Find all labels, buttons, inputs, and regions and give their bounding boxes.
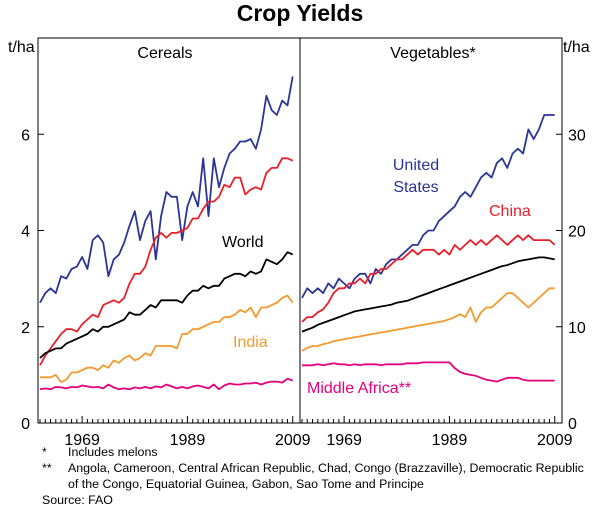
x-tick-label-1-1989: 1989: [432, 432, 468, 449]
y-tick-label-1-30: 30: [568, 127, 586, 144]
label-world-cereals: World: [222, 234, 264, 251]
footnote-mark-single: *: [42, 445, 47, 459]
label-us-vegetables-line2: States: [393, 179, 438, 196]
y-tick-label-0-4: 4: [21, 224, 30, 241]
footnote-mark-double: **: [42, 461, 52, 475]
y-tick-label-0-6: 6: [21, 127, 30, 144]
x-tick-label-0-1989: 1989: [170, 432, 206, 449]
footnote-middle-africa-text: Angola, Cameroon, Central African Republ…: [68, 461, 584, 491]
right-unit-label: t/ha: [563, 39, 590, 56]
left-unit-label: t/ha: [8, 39, 35, 56]
footnotes: * Includes melons ** Angola, Cameroon, C…: [42, 444, 594, 508]
series-line-0-middle-africa: [39, 377, 294, 391]
series-line-1-china: [301, 234, 556, 323]
footnote-middle-africa: ** Angola, Cameroon, Central African Rep…: [42, 460, 594, 492]
series-line-0-united-states: [39, 76, 294, 304]
panel-title-vegetables: Vegetables*: [390, 45, 475, 62]
label-middle-africa-vegetables: Middle Africa**: [307, 380, 411, 397]
label-china-vegetables: China: [489, 203, 531, 220]
footnote-melons: * Includes melons: [42, 444, 594, 460]
y-tick-label-1-0: 0: [568, 416, 577, 433]
label-india-cereals: India: [233, 334, 268, 351]
series-line-1-india: [301, 287, 555, 352]
source-note: Source: FAO: [42, 493, 113, 507]
data-series: [39, 76, 556, 391]
series-line-0-china: [39, 157, 294, 366]
y-tick-label-0-2: 2: [21, 320, 30, 337]
y-tick-label-1-10: 10: [568, 320, 586, 337]
chart-title: Crop Yields: [237, 0, 364, 26]
x-tick-label-0-1969: 1969: [64, 432, 100, 449]
series-line-1-middle-africa: [302, 361, 555, 383]
y-tick-label-0-0: 0: [21, 416, 30, 433]
y-tick-label-1-20: 20: [568, 224, 586, 241]
series-line-0-world: [39, 251, 294, 359]
series-line-0-india: [40, 294, 294, 384]
series-line-1-united-states: [301, 114, 555, 299]
x-tick-label-1-2009: 2009: [537, 432, 573, 449]
panel-title-cereals: Cereals: [137, 45, 192, 62]
footnote-melons-text: Includes melons: [68, 445, 158, 459]
label-us-vegetables-line1: United: [393, 157, 439, 174]
series-line-1-world: [301, 256, 555, 333]
x-tick-label-0-2009: 2009: [275, 432, 311, 449]
x-tick-label-1-1969: 1969: [326, 432, 362, 449]
